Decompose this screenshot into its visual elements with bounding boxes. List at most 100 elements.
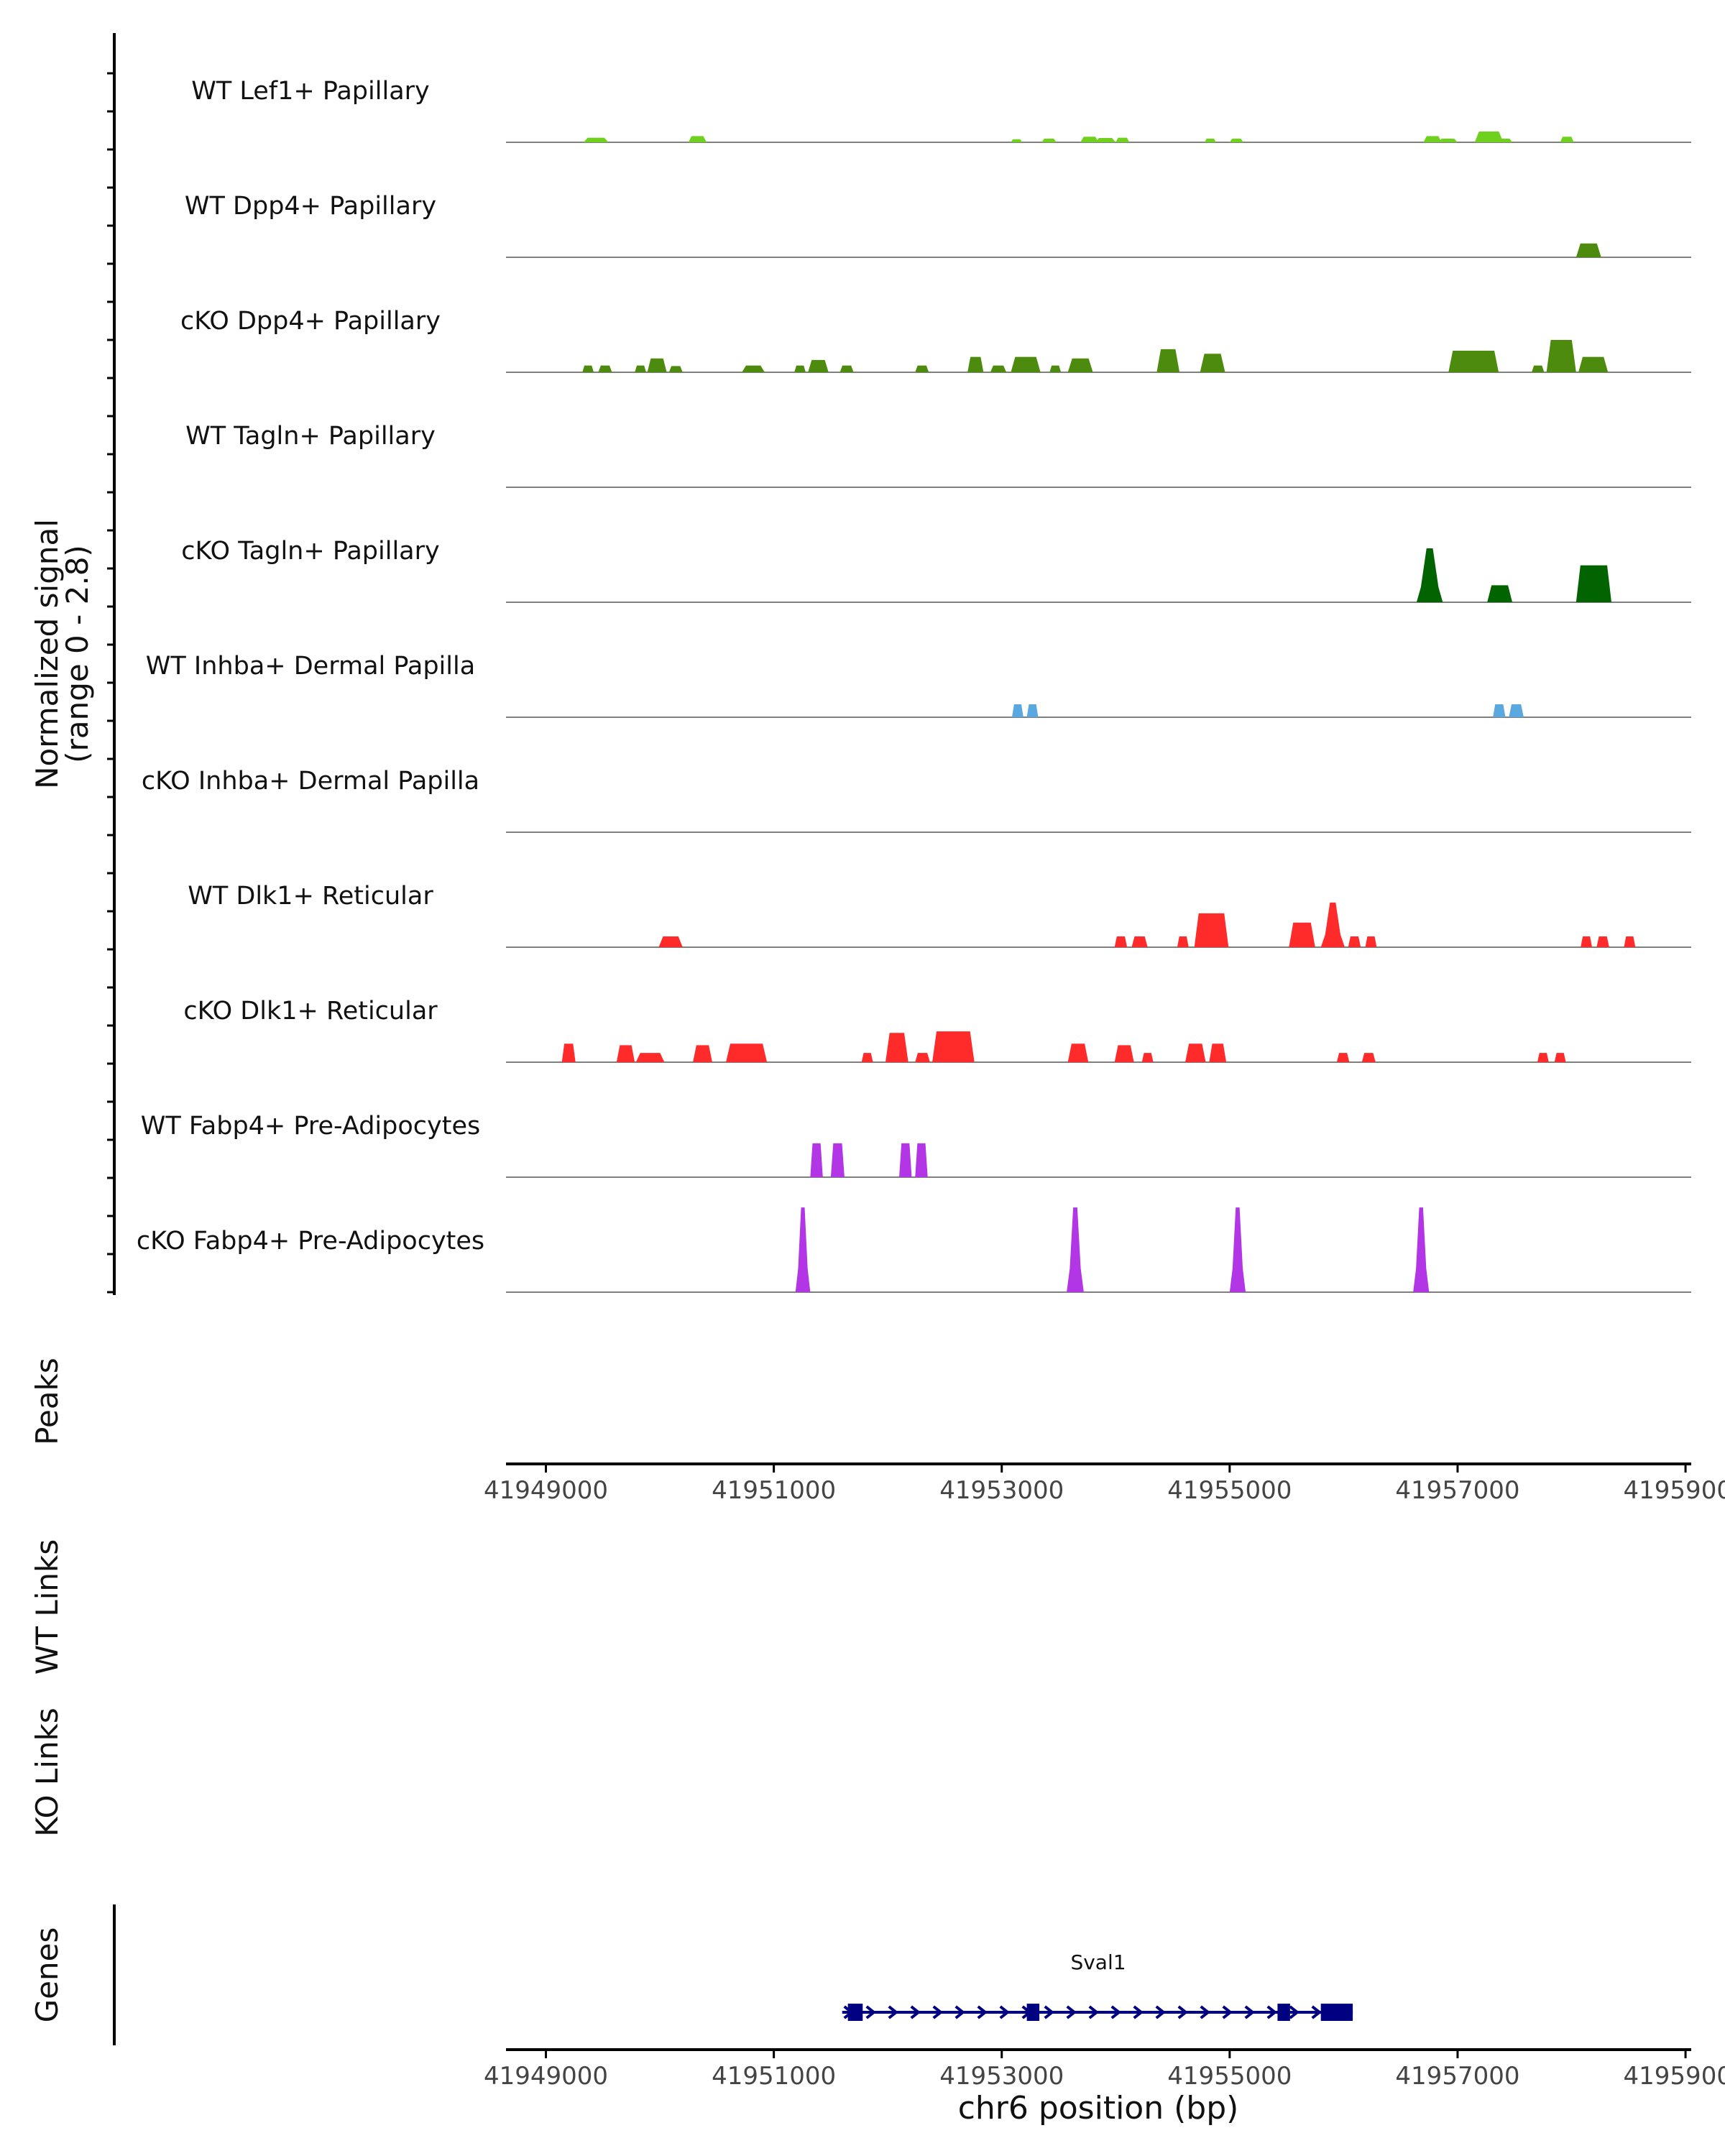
coverage-peak bbox=[1532, 365, 1545, 372]
coverage-peak bbox=[658, 936, 683, 947]
coverage-peak bbox=[1229, 1207, 1246, 1292]
coverage-y-ticks bbox=[107, 72, 114, 1294]
strand-arrow bbox=[1311, 2005, 1322, 2019]
coverage-peak bbox=[1049, 365, 1062, 372]
track-peaks bbox=[561, 132, 1636, 1292]
track-label: cKO Fabp4+ Pre-Adipocytes bbox=[137, 1227, 484, 1256]
strand-arrow bbox=[1133, 2005, 1144, 2019]
coverage-peak bbox=[583, 137, 609, 142]
strand-arrow bbox=[888, 2005, 898, 2019]
coverage-peak bbox=[668, 366, 683, 372]
coverage-peak bbox=[1209, 1044, 1227, 1062]
coverage-peak bbox=[861, 1053, 873, 1062]
coverage-peak bbox=[1289, 922, 1315, 947]
coverage-peak bbox=[1497, 138, 1513, 142]
strand-arrow bbox=[1266, 2005, 1277, 2019]
coverage-peak bbox=[1560, 137, 1574, 142]
coverage-peak bbox=[1423, 136, 1442, 142]
strand-arrow bbox=[1289, 2005, 1300, 2019]
coverage-peak bbox=[1493, 704, 1506, 717]
coverage-peak bbox=[1361, 1053, 1376, 1062]
coverage-peak bbox=[693, 1045, 712, 1062]
coverage-peak bbox=[1578, 356, 1609, 372]
wt-links-section-label: WT Links bbox=[29, 1539, 65, 1674]
coverage-peak bbox=[635, 365, 647, 372]
coverage-peak bbox=[1537, 1053, 1549, 1062]
x-axis-tick-label: 41949000 bbox=[484, 1476, 608, 1505]
coverage-peak bbox=[1365, 936, 1377, 947]
track-label: cKO Dlk1+ Reticular bbox=[183, 997, 438, 1026]
coverage-peak bbox=[1204, 138, 1216, 142]
coverage-peak bbox=[915, 365, 929, 372]
strand-arrow bbox=[1244, 2005, 1255, 2019]
gene-exon bbox=[1026, 2004, 1040, 2021]
coverage-peak bbox=[582, 365, 594, 372]
gene-exon bbox=[1277, 2004, 1290, 2021]
strand-arrow bbox=[1066, 2005, 1077, 2019]
x-axis-tick-label: 41953000 bbox=[939, 1476, 1064, 1505]
gene-exon bbox=[1320, 2004, 1353, 2021]
coverage-peak bbox=[1336, 1053, 1350, 1062]
coverage-peak bbox=[830, 1143, 845, 1177]
coverage-peak bbox=[1200, 354, 1225, 372]
strand-arrow bbox=[910, 2005, 921, 2019]
coverage-peak bbox=[1448, 351, 1499, 372]
track-label: WT Inhba+ Dermal Papilla bbox=[146, 652, 475, 681]
coverage-peak bbox=[885, 1033, 908, 1062]
x-axis-tick-label: 41951000 bbox=[712, 2062, 836, 2091]
strand-arrow bbox=[1177, 2005, 1188, 2019]
coverage-peak bbox=[840, 365, 854, 372]
coverage-peak bbox=[932, 1031, 975, 1062]
y-axis-label-line1: Normalized signal bbox=[29, 519, 65, 789]
x-axis-tick-label: 41955000 bbox=[1167, 2062, 1292, 2091]
coverage-peak bbox=[1413, 1207, 1430, 1292]
x-axis-tick-label: 41951000 bbox=[712, 1476, 836, 1505]
track-label: cKO Dpp4+ Papillary bbox=[180, 307, 441, 336]
coverage-peak bbox=[1067, 358, 1093, 372]
x-axis-tick-label: 41955000 bbox=[1167, 1476, 1292, 1505]
gene-track bbox=[842, 2004, 1353, 2021]
y-axis-label-line2: (range 0 - 2.8) bbox=[60, 545, 95, 763]
coverage-peak bbox=[1067, 1044, 1089, 1062]
strand-arrow bbox=[999, 2005, 1010, 2019]
strand-arrow bbox=[865, 2005, 876, 2019]
track-label: WT Fabp4+ Pre-Adipocytes bbox=[141, 1112, 480, 1141]
genes-section-label: Genes bbox=[29, 1927, 65, 2023]
peaks-x-axis-ticks: 41949000 41951000 41953000 41955000 41957000… bbox=[484, 1464, 1725, 1505]
track-label: WT Dpp4+ Papillary bbox=[185, 192, 436, 221]
strand-arrow bbox=[1200, 2005, 1210, 2019]
coverage-peak bbox=[899, 1143, 912, 1177]
x-axis-title: chr6 position (bp) bbox=[958, 2090, 1239, 2127]
ko-links-section-label: KO Links bbox=[29, 1708, 65, 1837]
coverage-peak bbox=[688, 136, 707, 142]
coverage-peak bbox=[1320, 902, 1345, 947]
coverage-peak bbox=[967, 356, 984, 372]
gene-name-label: Sval1 bbox=[1070, 1950, 1126, 1974]
strand-arrow bbox=[1110, 2005, 1121, 2019]
x-axis-tick-label: 41959000 bbox=[1624, 1476, 1725, 1505]
coverage-peak bbox=[1177, 936, 1189, 947]
coverage-peak bbox=[1576, 565, 1612, 602]
x-axis-tick-label: 41957000 bbox=[1395, 2062, 1519, 2091]
coverage-peak bbox=[794, 365, 806, 372]
x-axis-tick-label: 41949000 bbox=[484, 2062, 608, 2091]
coverage-peak bbox=[1474, 132, 1504, 142]
coverage-peak bbox=[808, 359, 829, 372]
coverage-peak bbox=[635, 1053, 665, 1062]
coverage-peak bbox=[647, 358, 667, 372]
peaks-section-label: Peaks bbox=[29, 1358, 65, 1445]
coverage-peak bbox=[1026, 704, 1039, 717]
coverage-peak bbox=[1067, 1207, 1084, 1292]
strand-arrow bbox=[954, 2005, 965, 2019]
coverage-peak bbox=[1131, 936, 1148, 947]
strand-arrow bbox=[932, 2005, 943, 2019]
coverage-peak bbox=[616, 1045, 635, 1062]
track-label: WT Tagln+ Papillary bbox=[185, 422, 436, 451]
coverage-peak bbox=[1348, 936, 1361, 947]
coverage-peak bbox=[1041, 138, 1057, 142]
track-label: cKO Inhba+ Dermal Papilla bbox=[142, 767, 479, 796]
strand-arrow bbox=[1044, 2005, 1054, 2019]
coverage-peak bbox=[1116, 137, 1130, 142]
